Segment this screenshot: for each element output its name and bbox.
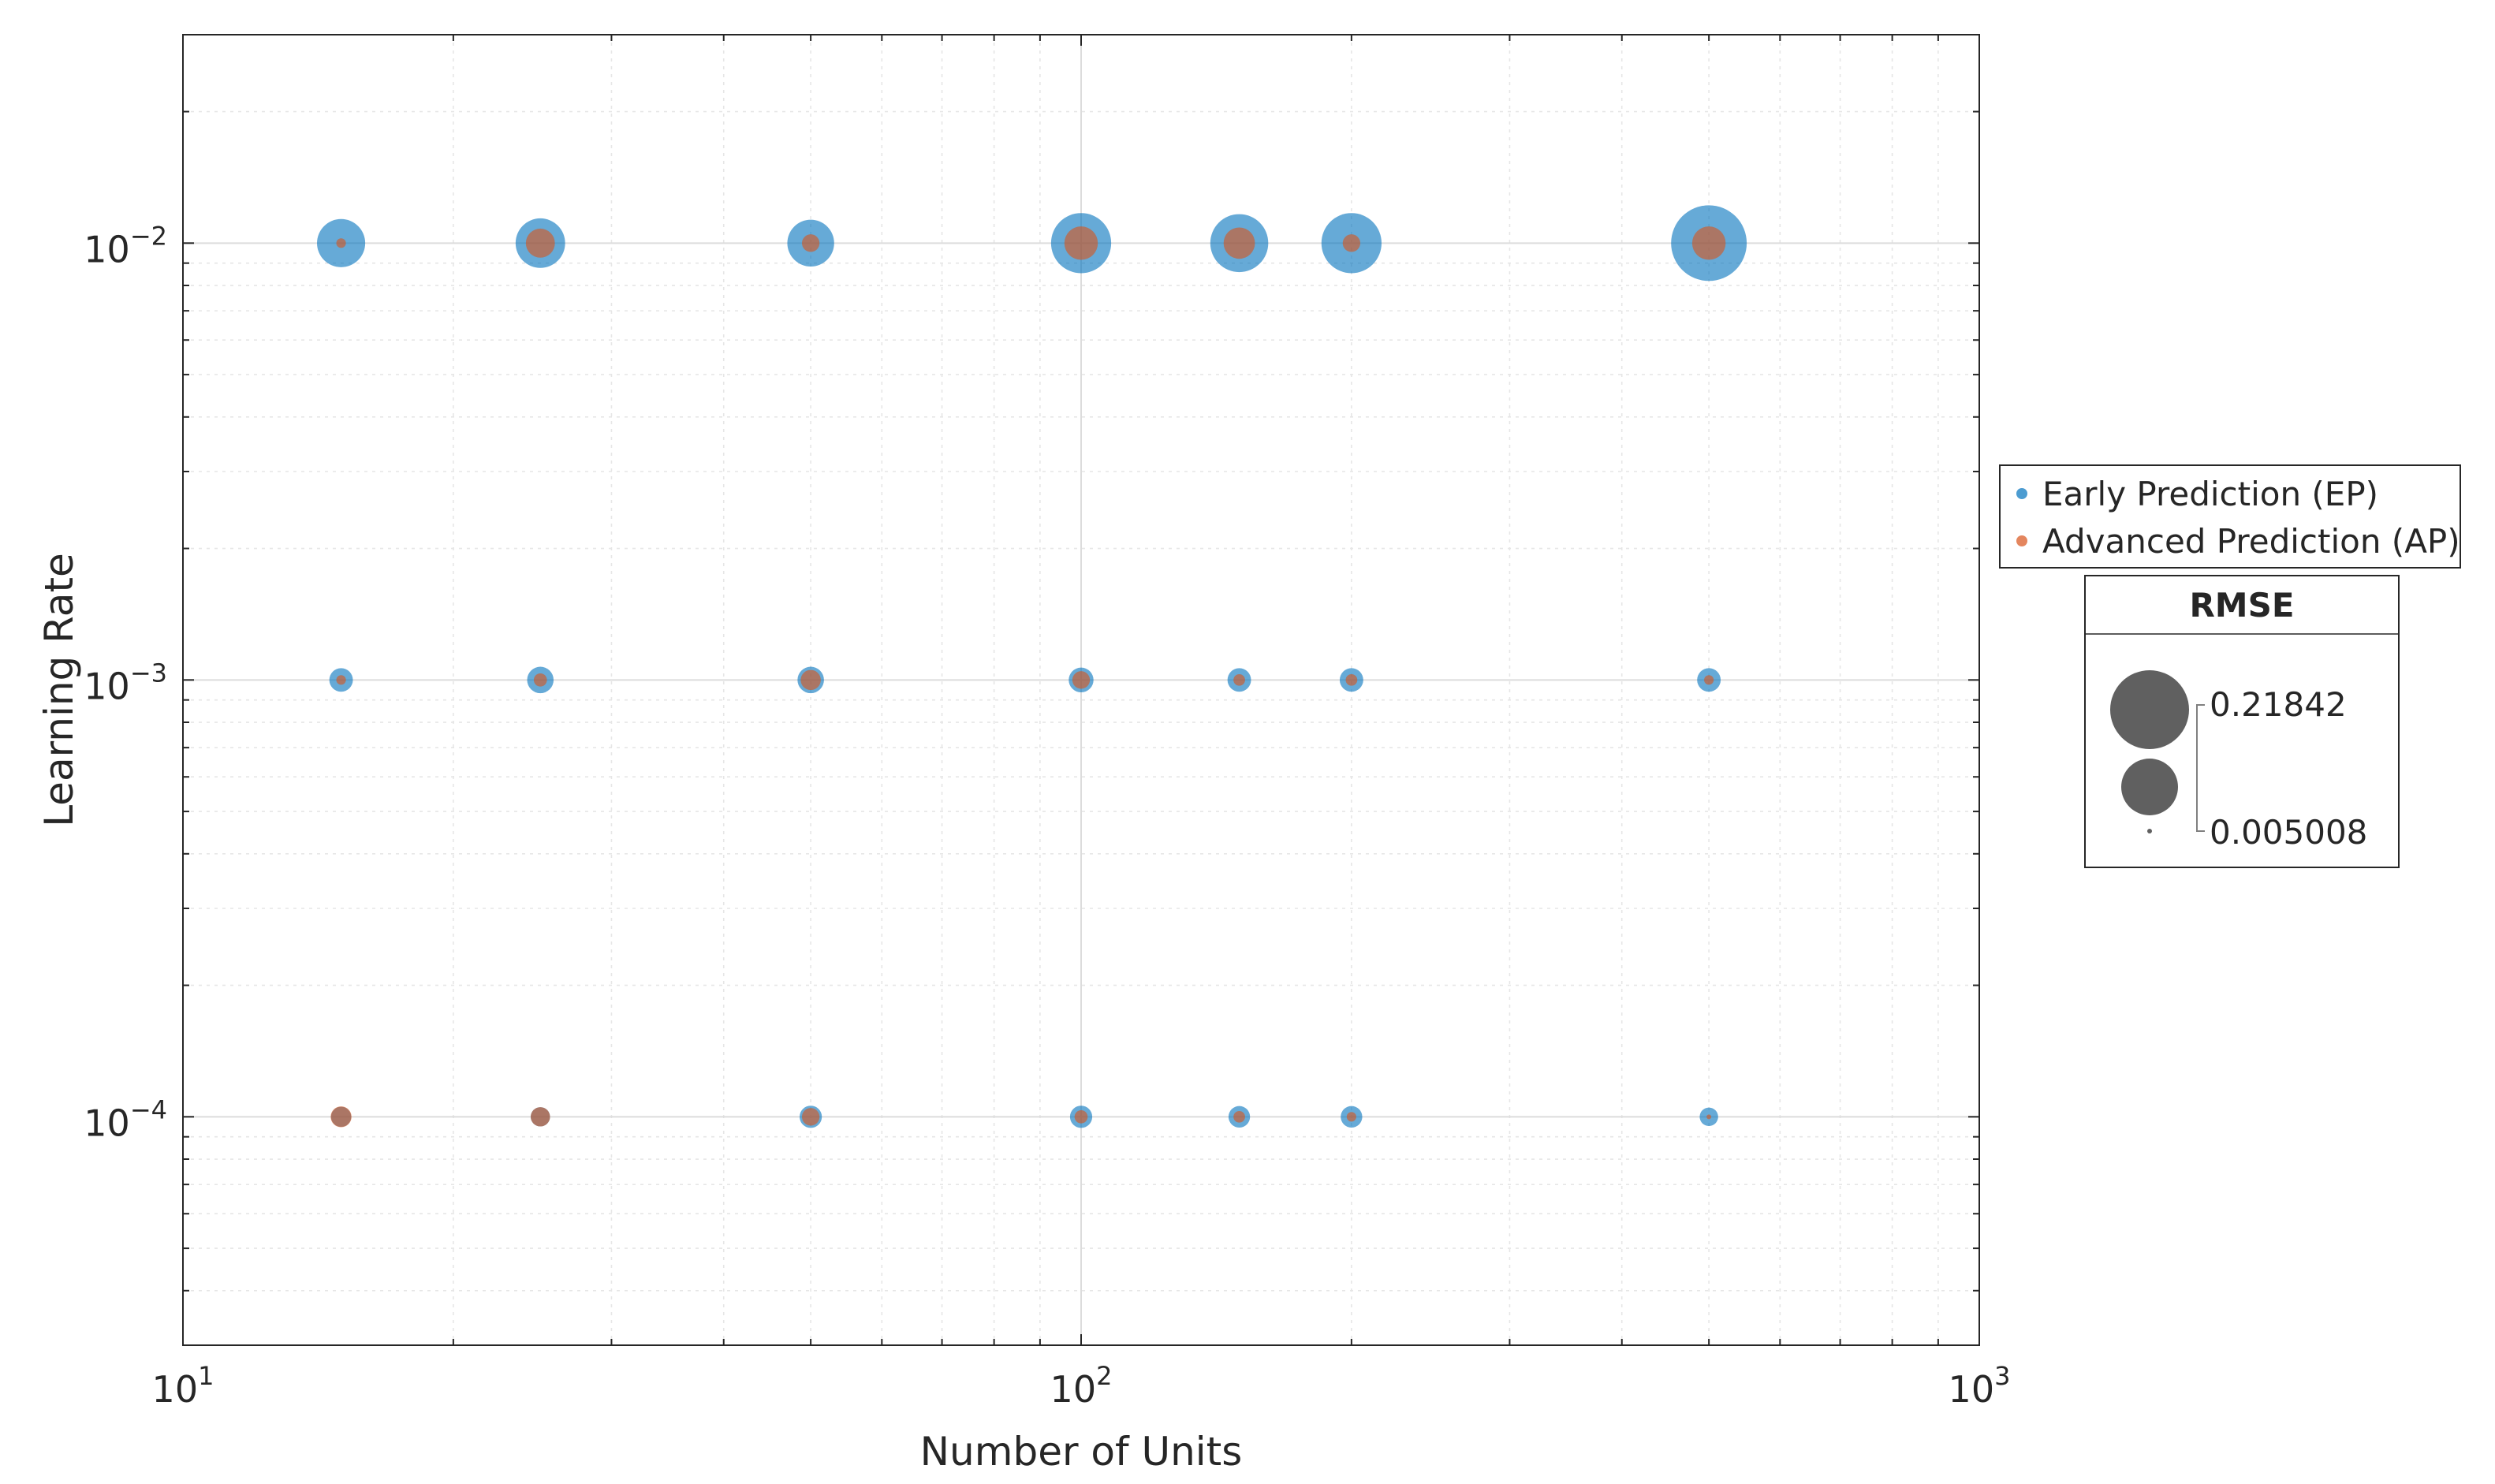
ap-bubble — [330, 1106, 352, 1128]
ap-bubble — [525, 228, 555, 258]
x-tick-label: 101 — [152, 1361, 214, 1411]
size-legend-min-circle — [2147, 829, 2152, 833]
size-legend-title: RMSE — [2189, 586, 2294, 625]
y-axis-label: Learning Rate — [36, 553, 82, 827]
size-legend-max-circle — [2110, 670, 2189, 749]
y-tick-label: 10−3 — [84, 658, 167, 707]
y-tick-label: 10−2 — [84, 221, 167, 270]
size-legend-max-label: 0.21842 — [2210, 685, 2347, 724]
size-legend: RMSE 0.21842 0.005008 — [2084, 575, 2400, 868]
size-legend-mid-circle — [2121, 759, 2178, 815]
ap-bubble — [800, 669, 821, 691]
axis-ticks: 101 102 103 10−4 10−3 10−2 — [84, 34, 2011, 1411]
ap-bubble — [336, 238, 346, 248]
ap-bubble — [531, 1107, 550, 1127]
ap-bubble — [1345, 673, 1358, 686]
ap-bubble — [533, 673, 547, 687]
ap-bubble — [1223, 227, 1255, 259]
legend-marker-ep — [2016, 488, 2027, 499]
legend-label-ep: Early Prediction (EP) — [2042, 475, 2378, 513]
ap-bubble — [801, 234, 820, 252]
size-legend-min-label: 0.005008 — [2210, 813, 2367, 852]
y-tick-label: 10−4 — [84, 1094, 167, 1144]
legend[interactable]: Early Prediction (EP) Advanced Prediction… — [1999, 464, 2461, 569]
legend-box — [1999, 464, 2461, 569]
ap-bubble — [1704, 675, 1714, 685]
x-tick-label: 102 — [1050, 1361, 1113, 1411]
ap-bubble — [1691, 226, 1726, 260]
ap-bubble — [1233, 673, 1245, 686]
ap-bubble — [1064, 226, 1098, 260]
ap-bubble — [1346, 1112, 1356, 1122]
ap-bubble — [1706, 1114, 1712, 1120]
x-axis-label: Number of Units — [920, 1429, 1243, 1475]
ap-bubble — [801, 1108, 820, 1126]
size-legend-bracket — [2196, 704, 2205, 832]
legend-marker-ap — [2016, 535, 2027, 546]
legend-label-ap: Advanced Prediction (AP) — [2042, 522, 2460, 561]
ap-bubble — [1074, 1109, 1088, 1124]
ap-bubble — [1342, 234, 1361, 252]
data-points — [317, 205, 1747, 1128]
ap-bubble — [336, 675, 346, 685]
ap-bubble — [1072, 671, 1091, 689]
x-tick-label: 103 — [1949, 1361, 2011, 1411]
ap-bubble — [1233, 1110, 1245, 1123]
